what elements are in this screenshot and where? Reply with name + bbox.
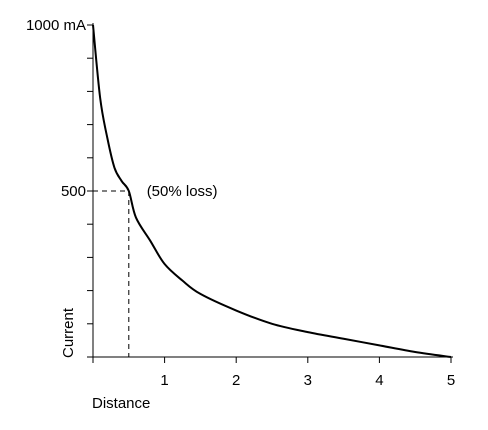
x-tick-label: 1 (160, 372, 168, 389)
x-axis-label: Distance (92, 395, 150, 412)
ticks (87, 24, 452, 363)
x-tick-label: 4 (375, 372, 383, 389)
x-tick-label: 2 (232, 372, 240, 389)
x-tick-label: 3 (304, 372, 312, 389)
y-tick-label: 500 (61, 183, 86, 200)
y-tick-label: 1000 mA (26, 17, 86, 34)
current-curve (92, 24, 452, 358)
axes (92, 23, 453, 358)
labels: 1 2 3 4 5 1000 mA 500 Distance Current (50% loss) (26, 17, 455, 412)
annotation-label: (50% loss) (147, 183, 218, 200)
y-axis-label: Current (60, 307, 77, 358)
x-tick-label: 5 (447, 372, 455, 389)
reference-guides (93, 190, 130, 357)
